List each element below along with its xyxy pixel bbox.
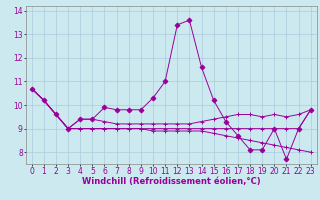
X-axis label: Windchill (Refroidissement éolien,°C): Windchill (Refroidissement éolien,°C) <box>82 177 260 186</box>
